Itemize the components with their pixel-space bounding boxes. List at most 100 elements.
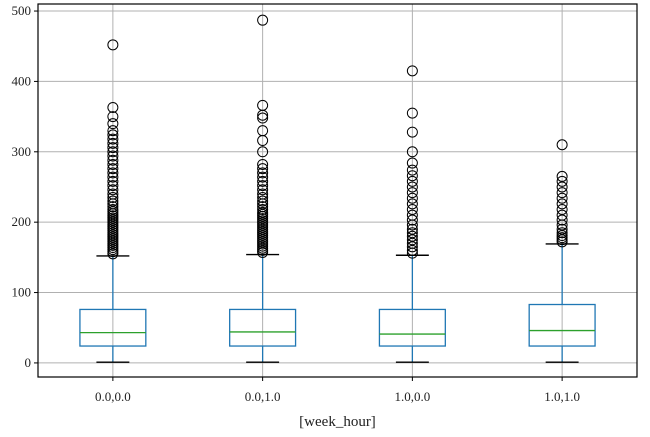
outlier-point [556,192,568,204]
box [229,308,297,347]
outlier-point [257,146,269,158]
outlier-point [406,198,418,210]
outlier-point [257,188,269,200]
outlier-point [257,163,269,175]
outlier-point [257,204,269,216]
outlier-point [257,112,269,124]
x-axis-label: [week_hour] [299,414,376,430]
outlier-point [107,167,119,179]
outlier-point [406,227,418,239]
outlier-point [556,187,568,199]
outlier-point [107,101,119,113]
outlier-point [406,175,418,187]
outlier-point [257,125,269,137]
outlier-point [556,223,568,235]
outlier-point [257,201,269,213]
y-tick-label: 200 [12,214,32,229]
outlier-point [257,180,269,192]
outlier-point [556,204,568,216]
x-axis: 0.0,0.0 0.0,1.0 1.0,0.0 1.0,1.0 [95,377,580,404]
y-tick-label: 500 [12,3,32,18]
outlier-point [107,39,119,51]
outlier-point [107,163,119,175]
y-tick-label: 300 [12,144,32,159]
outlier-point [406,237,418,249]
outlier-point [257,171,269,183]
outlier-point [406,181,418,193]
y-tick-label: 0 [25,355,32,370]
grid-lines [38,4,637,377]
outlier-point [406,65,418,77]
outlier-point [406,192,418,204]
outlier-point [107,195,119,207]
box-group [79,39,147,363]
outlier-point [406,107,418,119]
x-tick-label: 0.0,1.0 [245,389,281,404]
outlier-point [406,170,418,182]
x-tick-label: 0.0,0.0 [95,389,131,404]
y-tick-label: 400 [12,73,32,88]
outlier-point [107,142,119,154]
outlier-point [107,154,119,166]
outlier-point [406,209,418,221]
outlier-point [556,209,568,221]
y-axis: 0 100 200 300 400 500 [12,3,38,370]
outlier-point [107,111,119,123]
outlier-point [257,195,269,207]
outlier-point [257,175,269,187]
outlier-point [556,227,568,239]
box [378,308,446,347]
outlier-point [257,184,269,196]
plot-frame [37,3,638,378]
outlier-point [107,201,119,213]
outlier-point [406,214,418,226]
outlier-point [406,187,418,199]
y-tick-label: 100 [12,285,32,300]
x-tick-label: 1.0,1.0 [544,389,580,404]
outlier-point [107,137,119,149]
outlier-point [556,198,568,210]
outlier-point [107,171,119,183]
box-group [378,65,446,363]
outlier-point [107,192,119,204]
outlier-point [257,99,269,111]
outlier-point [107,175,119,187]
outlier-point [257,14,269,26]
outlier-point [406,204,418,216]
outlier-point [406,230,418,242]
box [79,308,147,347]
outlier-point [556,170,568,182]
outlier-point [107,118,119,130]
outlier-point [556,214,568,226]
x-tick-label: 1.0,0.0 [395,389,431,404]
outlier-point [107,158,119,170]
outlier-point [406,126,418,138]
outlier-point [556,230,568,242]
outlier-point [406,146,418,158]
box-group [528,139,596,363]
outlier-point [406,164,418,176]
outlier-point [406,244,418,256]
outlier-point [107,129,119,141]
outlier-point [556,175,568,187]
outlier-point [257,206,269,218]
outlier-point [406,234,418,246]
outlier-point [257,167,269,179]
outlier-point [107,180,119,192]
outlier-point [406,241,418,253]
outlier-point [107,146,119,158]
box [528,303,596,347]
outlier-point [107,133,119,145]
box-group [229,14,297,363]
outlier-point [107,204,119,216]
outlier-point [556,139,568,151]
outlier-point [107,125,119,137]
outlier-point [556,181,568,193]
outlier-point [257,192,269,204]
outlier-point [406,223,418,235]
outlier-point [406,157,418,169]
outlier-point [107,184,119,196]
outlier-point [257,158,269,170]
